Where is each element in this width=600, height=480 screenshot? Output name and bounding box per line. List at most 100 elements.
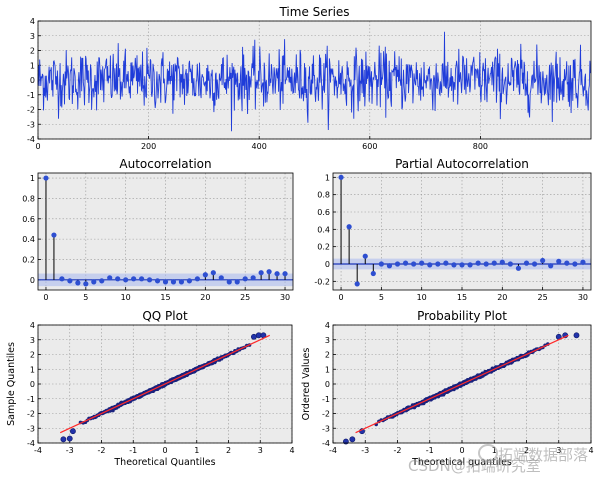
plot-frame — [37, 324, 293, 444]
stem-marker-lag-3 — [362, 253, 368, 259]
stem-marker-lag-30 — [580, 259, 586, 265]
x-tick-label: 200 — [141, 142, 156, 151]
stem-marker-lag-25 — [242, 276, 248, 282]
stem-marker-lag-16 — [170, 279, 177, 285]
x-tick-label: -2 — [394, 446, 402, 455]
x-tick-label: 10 — [121, 293, 131, 302]
stem-marker-lag-1 — [51, 232, 57, 238]
x-tick-label: 30 — [578, 293, 588, 302]
stem-marker-lag-6 — [91, 279, 97, 285]
stem-marker-lag-10 — [123, 277, 129, 283]
stem-marker-lag-16 — [467, 262, 473, 268]
y-tick-label: 3 — [30, 32, 35, 41]
y-tick-label: 1 — [325, 365, 330, 374]
plot-frame — [332, 324, 592, 444]
x-tick-label: 3 — [258, 446, 263, 455]
stem-marker-lag-4 — [75, 280, 81, 286]
y-tick-label: 0 — [30, 276, 35, 285]
chart-title: Partial Autocorrelation — [395, 157, 529, 171]
stem-marker-lag-26 — [548, 263, 554, 269]
x-tick-label: 25 — [240, 293, 250, 302]
tail-point — [70, 428, 76, 435]
x-tick-label: 0 — [339, 293, 344, 302]
tail-point — [255, 332, 262, 339]
stem-marker-lag-19 — [194, 276, 200, 282]
y-tick-label: -4 — [27, 439, 35, 448]
stem-marker-lag-4 — [370, 270, 376, 277]
stem-marker-lag-20 — [202, 272, 208, 278]
x-tick-label: 0 — [459, 446, 464, 455]
tail-point — [573, 332, 580, 339]
y-tick-label: -2 — [27, 410, 35, 419]
y-tick-label: -2 — [322, 410, 330, 419]
stem-marker-lag-30 — [282, 271, 288, 277]
stem-marker-lag-1 — [346, 224, 352, 230]
x-tick-label: 10 — [417, 293, 427, 302]
stem-marker-lag-0 — [338, 174, 344, 180]
stem-marker-lag-22 — [515, 265, 522, 271]
x-tick-label: 5 — [83, 293, 88, 302]
tail-point — [66, 435, 73, 442]
stem-marker-lag-5 — [83, 281, 89, 287]
x-tick-label: 800 — [473, 142, 488, 151]
stem-marker-lag-23 — [523, 260, 530, 266]
series-line — [37, 31, 591, 132]
x-tick-label: 2 — [524, 446, 529, 455]
stem-marker-lag-13 — [443, 260, 449, 266]
x-tick-label: 5 — [379, 293, 384, 302]
reference-line — [59, 334, 271, 434]
stem-marker-lag-29 — [274, 271, 280, 277]
y-tick-label: 4 — [30, 321, 35, 330]
x-tick-label: -1 — [129, 446, 137, 455]
x-tick-label: 20 — [200, 293, 210, 302]
watermark-line2: CSDN@拓端研究室 — [408, 457, 541, 475]
y-tick-label: -1 — [27, 395, 35, 404]
y-tick-label: 0.4 — [317, 225, 330, 234]
y-tick-label: 0 — [30, 380, 35, 389]
y-tick-label: -2 — [27, 106, 35, 115]
x-tick-label: 25 — [538, 293, 548, 302]
x-tick-label: 2 — [226, 446, 231, 455]
stem-marker-lag-9 — [411, 261, 417, 267]
x-tick-label: 20 — [497, 293, 507, 302]
stem-marker-lag-22 — [218, 275, 224, 281]
stem-marker-lag-27 — [556, 258, 562, 264]
y-tick-label: 0.6 — [22, 215, 35, 224]
stem-marker-lag-3 — [67, 278, 73, 284]
y-tick-label: -4 — [322, 439, 330, 448]
y-tick-label: -3 — [27, 120, 35, 129]
stem-marker-lag-17 — [475, 260, 481, 266]
chart-title: Probability Plot — [417, 309, 507, 323]
chart-partial-autocorrelation: 0 5 10 15 20 25 30 -0.2 0 0.2 0.4 0.6 0.8 1 Partial Au… — [314, 157, 592, 302]
y-tick-label: 3 — [325, 336, 330, 345]
y-tick-label: 1 — [325, 173, 330, 182]
x-tick-label: 3 — [556, 446, 561, 455]
plot-background — [38, 173, 293, 290]
tail-point — [250, 333, 257, 340]
chart-title: Time Series — [278, 5, 349, 19]
stem-marker-lag-8 — [107, 275, 113, 281]
x-tick-label: 0 — [43, 293, 48, 302]
stem-marker-lag-2 — [59, 276, 65, 282]
stem-marker-lag-7 — [99, 278, 105, 284]
y-tick-label: 4 — [30, 17, 35, 26]
stem-marker-lag-12 — [435, 261, 441, 267]
y-tick-label: -1 — [322, 395, 330, 404]
x-tick-label: 600 — [362, 142, 377, 151]
x-tick-label: 15 — [160, 293, 170, 302]
y-axis-label: Ordered Values — [301, 348, 312, 421]
stem-marker-lag-12 — [138, 276, 145, 282]
y-tick-label: -0.2 — [314, 277, 330, 286]
y-tick-label: 0.6 — [317, 208, 330, 217]
stem-marker-lag-6 — [386, 263, 393, 269]
stem-marker-lag-20 — [499, 259, 505, 265]
x-tick-label: 30 — [280, 293, 290, 302]
x-tick-label: 4 — [289, 446, 294, 455]
stem-marker-lag-15 — [459, 262, 465, 268]
plot-frame — [37, 172, 294, 291]
stem-marker-lag-14 — [154, 278, 161, 284]
stem-marker-lag-19 — [491, 260, 497, 266]
x-tick-label: -4 — [34, 446, 42, 455]
y-tick-label: 0 — [30, 76, 35, 85]
y-tick-label: 0.2 — [317, 243, 330, 252]
